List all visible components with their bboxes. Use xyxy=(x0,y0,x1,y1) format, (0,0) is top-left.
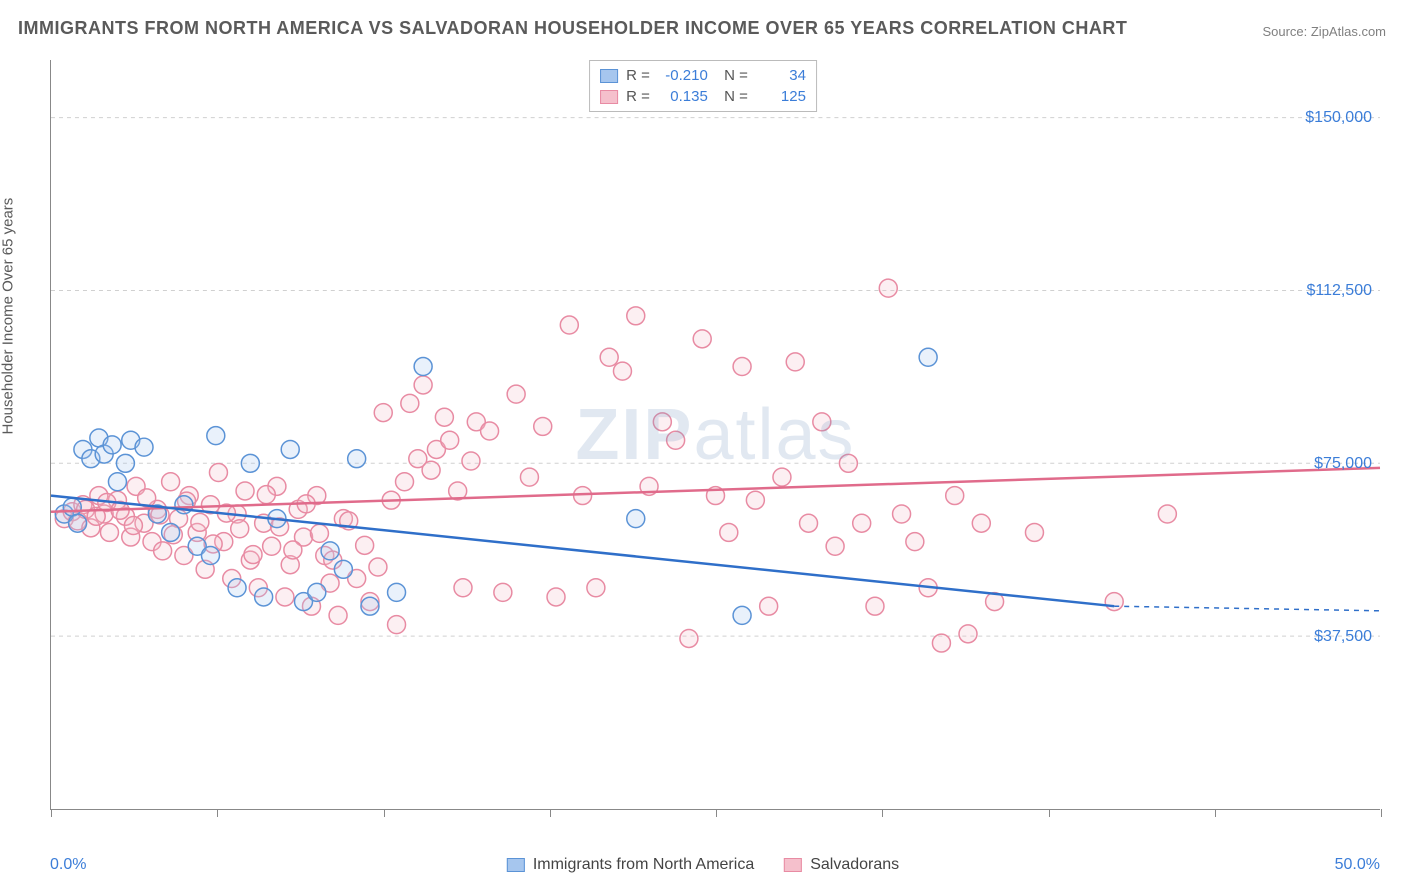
legend-swatch-blue xyxy=(600,69,618,83)
r-label-2: R = xyxy=(626,86,650,107)
x-tick xyxy=(51,809,52,817)
legend-label-2: Salvadorans xyxy=(810,856,899,874)
x-tick xyxy=(1215,809,1216,817)
y-tick-label: $75,000 xyxy=(1314,455,1372,473)
r-value-2: 0.135 xyxy=(658,86,708,107)
r-label: R = xyxy=(626,65,650,86)
y-axis-label: Householder Income Over 65 years xyxy=(0,198,17,435)
scatter-svg xyxy=(51,60,1380,809)
series-legend: Immigrants from North America Salvadoran… xyxy=(507,856,899,874)
x-tick xyxy=(550,809,551,817)
y-tick-label: $112,500 xyxy=(1306,282,1372,300)
x-axis-max-label: 50.0% xyxy=(1335,856,1380,874)
legend-row-series1: R = -0.210 N = 34 xyxy=(600,65,806,86)
x-tick xyxy=(716,809,717,817)
legend-swatch-pink-2 xyxy=(784,858,802,872)
plot-area: $37,500$75,000$112,500$150,000 ZIPatlas xyxy=(50,60,1380,810)
r-value-1: -0.210 xyxy=(658,65,708,86)
x-tick xyxy=(882,809,883,817)
legend-row-series2: R = 0.135 N = 125 xyxy=(600,86,806,107)
chart-title: IMMIGRANTS FROM NORTH AMERICA VS SALVADO… xyxy=(18,18,1127,39)
legend-swatch-blue-2 xyxy=(507,858,525,872)
legend-swatch-pink xyxy=(600,90,618,104)
x-tick xyxy=(1049,809,1050,817)
correlation-legend: R = -0.210 N = 34 R = 0.135 N = 125 xyxy=(589,60,817,112)
x-axis-min-label: 0.0% xyxy=(50,856,86,874)
legend-item-2: Salvadorans xyxy=(784,856,899,874)
legend-item-1: Immigrants from North America xyxy=(507,856,754,874)
x-tick xyxy=(384,809,385,817)
n-label-2: N = xyxy=(716,86,748,107)
n-label: N = xyxy=(716,65,748,86)
y-tick-label: $150,000 xyxy=(1305,109,1372,127)
x-tick xyxy=(217,809,218,817)
n-value-1: 34 xyxy=(756,65,806,86)
n-value-2: 125 xyxy=(756,86,806,107)
y-tick-label: $37,500 xyxy=(1314,628,1372,646)
x-tick xyxy=(1381,809,1382,817)
source-attribution: Source: ZipAtlas.com xyxy=(1262,24,1386,39)
legend-label-1: Immigrants from North America xyxy=(533,856,754,874)
